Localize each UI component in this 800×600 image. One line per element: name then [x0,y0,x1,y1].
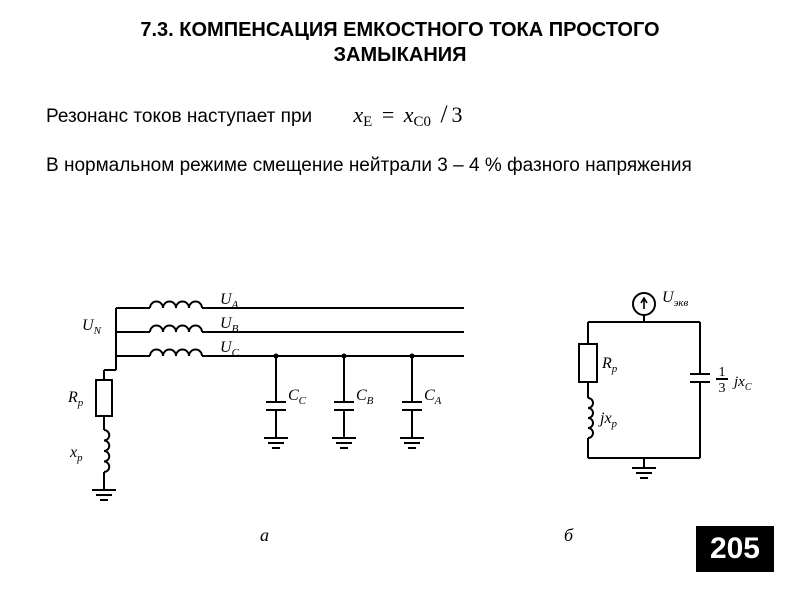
resonance-line: Резонанс токов наступает при xE = xC0 /3 [0,76,800,131]
svg-text:Rр: Rр [67,389,84,409]
svg-text:jxр: jxр [598,410,618,430]
svg-text:3: 3 [719,381,726,396]
svg-text:CA: CA [424,387,442,407]
svg-text:UN: UN [82,317,102,337]
eq-sub-E: E [363,114,372,130]
mode-text: В нормальном режиме смещение нейтрали 3 … [0,131,800,179]
figure-b-label: б [564,525,573,546]
svg-text:Uэкв: Uэкв [662,289,689,309]
title-line-1: 7.3. КОМПЕНСАЦИЯ ЕМКОСТНОГО ТОКА ПРОСТОГ… [140,19,659,41]
eq-slash: / [436,100,451,128]
figures-area: UNUAUBUCRрxрCCCBCAUэквRрjxр13jxC а б [44,290,756,540]
svg-text:jxC: jxC [732,374,752,393]
resonance-equation: xE = xC0 /3 [317,102,462,127]
figure-a-label: а [260,525,269,546]
svg-text:Rр: Rр [601,355,618,375]
svg-text:xр: xр [69,444,83,464]
slide-title: 7.3. КОМПЕНСАЦИЯ ЕМКОСТНОГО ТОКА ПРОСТОГ… [0,0,800,76]
slide-number: 205 [696,526,774,572]
svg-text:CB: CB [356,387,374,407]
circuit-figures: UNUAUBUCRрxрCCCBCAUэквRрjxр13jxC [44,290,756,540]
resonance-text: Резонанс токов наступает при [46,106,312,127]
title-line-2: ЗАМЫКАНИЯ [333,44,466,66]
svg-text:CC: CC [288,387,307,407]
svg-text:1: 1 [719,365,726,380]
eq-sub-C0: C0 [414,114,431,130]
